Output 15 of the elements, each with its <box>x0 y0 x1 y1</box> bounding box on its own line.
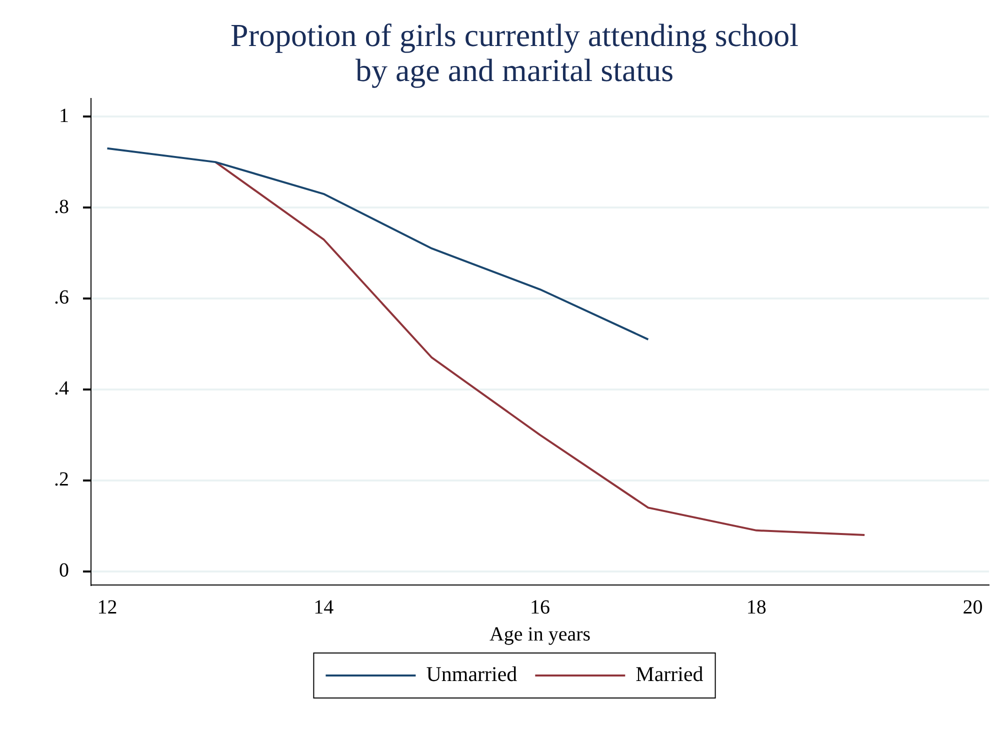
x-tick-label: 12 <box>97 596 118 618</box>
x-tick-label: 16 <box>530 596 550 618</box>
chart-title: Propotion of girls currently attending school by age and marital status <box>230 17 799 88</box>
legend-label: Married <box>636 662 704 686</box>
y-tick-label: .2 <box>54 468 69 491</box>
y-tick-label: .6 <box>54 286 69 309</box>
y-tick-label: .4 <box>54 378 69 400</box>
x-tick-label: 18 <box>746 596 766 618</box>
x-tick-label: 14 <box>314 596 334 618</box>
y-tick-label: 0 <box>59 560 69 582</box>
x-tick-label: 20 <box>962 596 983 618</box>
y-tick-label: 1 <box>59 104 69 127</box>
y-tick-label: .8 <box>54 196 69 218</box>
legend-label: Unmarried <box>426 662 518 686</box>
x-axis-title: Age in years <box>489 623 591 646</box>
